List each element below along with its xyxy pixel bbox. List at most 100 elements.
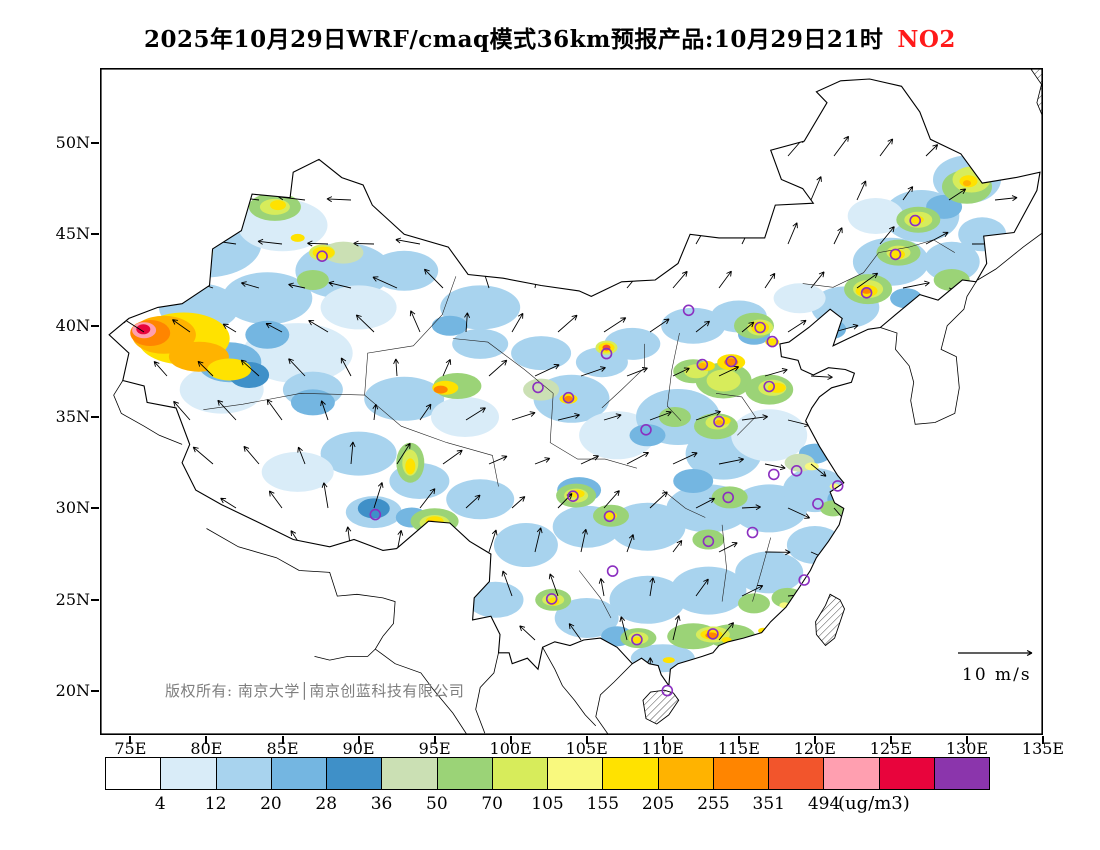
city-marker xyxy=(316,250,328,262)
lon-axis-label: 100E xyxy=(489,739,532,758)
colorbar-tick-label: 351 xyxy=(752,794,785,814)
lat-axis-tick xyxy=(91,141,99,144)
colorbar-cell xyxy=(603,758,659,789)
city-marker xyxy=(696,358,709,371)
lon-axis-label: 130E xyxy=(945,739,989,758)
china-boundary xyxy=(108,78,1041,688)
colorbar-tick-label: 105 xyxy=(531,794,564,814)
lat-axis-label: 40N xyxy=(55,315,90,335)
city-marker xyxy=(909,214,922,227)
lon-axis-tick xyxy=(889,736,892,744)
lat-axis-tick xyxy=(91,598,99,601)
colorbar-cell xyxy=(824,758,880,789)
city-marker xyxy=(545,593,558,605)
lon-axis-label: 105E xyxy=(565,739,608,758)
city-marker xyxy=(640,423,652,436)
city-marker xyxy=(606,565,619,577)
city-marker xyxy=(567,490,579,503)
city-markers xyxy=(316,214,922,697)
city-marker xyxy=(682,304,695,317)
city-marker xyxy=(603,510,616,523)
lat-axis-label: 35N xyxy=(55,407,90,427)
colorbar-cell xyxy=(769,758,825,789)
lat-axis-label: 50N xyxy=(55,132,90,152)
city-marker xyxy=(767,468,780,481)
lon-axis-tick xyxy=(205,736,208,744)
colorbar-cell xyxy=(271,758,327,789)
colorbar-tick-label: 36 xyxy=(370,794,393,814)
lat-axis-tick xyxy=(91,324,99,327)
colorbar-tick-label: 255 xyxy=(697,794,730,814)
lon-axis-tick xyxy=(737,736,740,744)
city-marker xyxy=(661,684,674,697)
wind-scale-legend: 10 m/s xyxy=(958,649,1033,685)
colorbar-tick-label: 12 xyxy=(204,794,227,814)
lon-axis-tick xyxy=(281,736,284,744)
colorbar-tick-label: 70 xyxy=(481,794,504,814)
wind-scale-label: 10 m/s xyxy=(962,665,1032,685)
lat-axis-tick xyxy=(91,690,99,693)
colorbar-tick-label: 494 xyxy=(807,794,841,814)
city-marker xyxy=(889,248,902,261)
city-marker xyxy=(766,335,779,348)
lon-axis-label: 135E xyxy=(1021,739,1065,758)
chart-title: 2025年10月29日WRF/cmaq模式36km预报产品:10月29日21时 N… xyxy=(0,20,1100,54)
contour-fill-layer xyxy=(130,155,1007,673)
city-marker xyxy=(532,381,544,394)
wind-scale-arrow xyxy=(958,649,1033,657)
city-marker xyxy=(860,287,873,299)
city-marker xyxy=(702,535,715,548)
lat-axis-label: 25N xyxy=(55,589,90,609)
colorbar-cell xyxy=(713,758,769,789)
city-marker xyxy=(812,497,824,510)
colorbar-tick-label: 28 xyxy=(315,794,338,814)
lon-axis-label: 80E xyxy=(190,739,223,758)
lat-axis-label: 30N xyxy=(55,498,90,518)
lat-axis-label: 20N xyxy=(55,681,90,701)
map-canvas: 10 m/s xyxy=(100,68,1044,736)
colorbar-tick-label: 4 xyxy=(154,794,166,814)
colorbar-cell xyxy=(216,758,272,789)
colorbar-cell xyxy=(548,758,604,789)
map-border xyxy=(100,68,1044,736)
lon-axis-label: 115E xyxy=(717,739,760,758)
pollutant-label: NO2 xyxy=(897,26,956,53)
lon-axis-tick xyxy=(965,736,968,744)
colorbar xyxy=(105,757,990,790)
colorbar-cell xyxy=(106,758,162,789)
hainan-hatch xyxy=(642,689,680,725)
colorbar-cell xyxy=(161,758,217,789)
lat-axis-tick xyxy=(91,233,99,236)
lon-axis-label: 90E xyxy=(342,739,375,758)
city-marker xyxy=(763,380,776,393)
lon-axis-tick xyxy=(433,736,436,744)
colorbar-tick-label: 20 xyxy=(260,794,282,814)
colorbar-unit: (ug/m3) xyxy=(838,793,910,814)
taiwan-hatch xyxy=(815,593,845,647)
lon-axis-label: 85E xyxy=(266,739,299,758)
lat-axis-tick xyxy=(91,507,99,510)
lon-axis-tick xyxy=(661,736,664,744)
province-boundaries xyxy=(203,239,955,619)
colorbar-tick-label: 50 xyxy=(426,794,448,814)
lon-axis-label: 120E xyxy=(793,739,836,758)
lon-axis-tick xyxy=(813,736,816,744)
lon-axis-label: 125E xyxy=(869,739,912,758)
lon-axis-label: 75E xyxy=(114,739,147,758)
colorbar-cell xyxy=(934,758,989,789)
colorbar-tick-label: 205 xyxy=(641,794,675,814)
city-marker xyxy=(713,415,725,428)
colorbar-cell xyxy=(879,758,935,789)
colorbar-cell xyxy=(382,758,438,789)
foreign-coastlines xyxy=(113,232,1044,735)
city-marker xyxy=(798,574,811,586)
colorbar-cell xyxy=(327,758,383,789)
lon-axis-label: 95E xyxy=(418,739,451,758)
city-marker xyxy=(562,391,575,404)
sakhalin-hatch xyxy=(1030,68,1044,118)
lon-axis-tick xyxy=(357,736,360,744)
city-marker xyxy=(631,633,643,646)
colorbar-tick-label: 155 xyxy=(586,794,620,814)
copyright-text: 版权所有: 南京大学│南京创蓝科技有限公司 xyxy=(165,682,465,700)
